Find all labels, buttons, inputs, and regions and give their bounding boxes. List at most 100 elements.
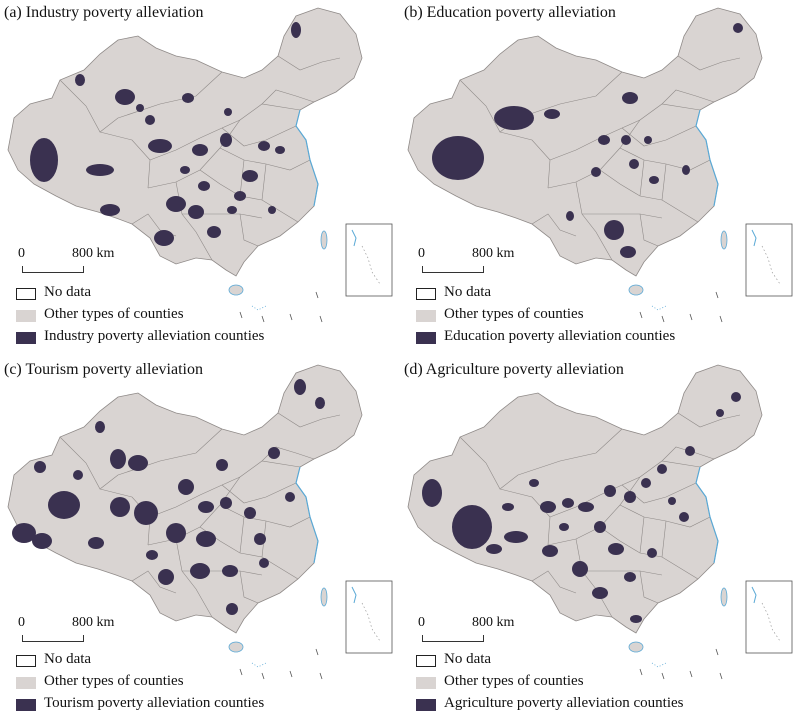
south-china-sea-inset [345, 223, 393, 297]
province-boundary [239, 570, 259, 604]
poverty-alleviation-county [621, 135, 631, 145]
poverty-alleviation-county [188, 205, 204, 219]
south-sea-islands [651, 662, 667, 668]
province-boundary [549, 476, 641, 518]
poverty-alleviation-county [128, 455, 148, 471]
poverty-alleviation-county [110, 497, 130, 517]
province-boundary [59, 79, 119, 133]
map-education [407, 7, 793, 323]
poverty-alleviation-county [452, 505, 492, 549]
poverty-alleviation-county [178, 479, 194, 495]
poverty-alleviation-county [115, 89, 135, 105]
province-boundary [99, 131, 151, 189]
inset-islands [761, 245, 781, 285]
legend-swatch [16, 677, 36, 689]
province-boundary [149, 119, 241, 161]
poverty-alleviation-county [647, 548, 657, 558]
island-mark [315, 291, 319, 299]
hainan-island [228, 284, 244, 296]
island-mark [239, 668, 243, 676]
province-boundary [59, 436, 119, 490]
province-boundary [639, 213, 659, 247]
inset-islands [761, 602, 781, 642]
province-boundary [517, 71, 623, 119]
poverty-alleviation-county [180, 166, 190, 174]
island-mark [661, 672, 665, 680]
scale-line [22, 635, 84, 642]
legend-label: Other types of counties [44, 306, 184, 322]
poverty-alleviation-county [502, 503, 514, 511]
province-boundary [277, 55, 341, 71]
scale-distance-label: 800 km [72, 246, 115, 261]
poverty-alleviation-county [110, 449, 126, 469]
map-tourism [7, 364, 393, 680]
island-mark [661, 315, 665, 323]
poverty-alleviation-county [285, 492, 295, 502]
scale-line [422, 635, 484, 642]
legend-label: Agriculture poverty alleviation counties [444, 695, 684, 711]
province-boundary [661, 163, 667, 201]
poverty-alleviation-county [166, 523, 186, 543]
province-boundary [639, 516, 645, 554]
province-boundary [261, 163, 267, 201]
poverty-alleviation-county [716, 409, 724, 417]
province-boundary [621, 125, 697, 147]
coastline [295, 466, 319, 564]
province-boundary [499, 131, 551, 189]
island-mark [289, 670, 293, 678]
poverty-alleviation-county [226, 603, 238, 615]
scale-zero-label: 0 [418, 246, 425, 261]
province-boundary [575, 538, 613, 618]
poverty-alleviation-county [166, 196, 186, 212]
island-mark [261, 672, 265, 680]
poverty-alleviation-county [220, 497, 232, 509]
island-mark [719, 672, 723, 680]
island-mark [689, 313, 693, 321]
inset-coastline [751, 586, 757, 604]
inset-coastline [351, 229, 357, 247]
poverty-alleviation-county [34, 461, 46, 473]
poverty-alleviation-county [624, 572, 636, 582]
province-boundary [575, 181, 613, 261]
poverty-alleviation-county [222, 565, 238, 577]
island-mark [719, 315, 723, 323]
scale-distance-label: 800 km [472, 246, 515, 261]
legend-swatch [16, 288, 36, 300]
south-china-sea-inset [745, 580, 793, 654]
legend-label: No data [44, 284, 92, 300]
province-boundary [277, 412, 341, 428]
poverty-alleviation-county [32, 533, 52, 549]
island-mark [715, 291, 719, 299]
poverty-alleviation-county [73, 470, 83, 480]
island-mark [639, 668, 643, 676]
island-mark [261, 315, 265, 323]
panel-title: (c) Tourism poverty alleviation [4, 361, 203, 378]
inset-coastline [351, 586, 357, 604]
poverty-alleviation-county [30, 138, 58, 182]
poverty-alleviation-county [224, 108, 232, 116]
poverty-alleviation-county [544, 109, 560, 119]
legend-label: Tourism poverty alleviation counties [44, 695, 265, 711]
poverty-alleviation-county [622, 92, 638, 104]
poverty-alleviation-county [594, 521, 606, 533]
legend-swatch [416, 288, 436, 300]
poverty-alleviation-county [242, 170, 258, 182]
island-mark [315, 648, 319, 656]
poverty-alleviation-county [268, 206, 276, 214]
poverty-alleviation-county [422, 479, 442, 507]
poverty-alleviation-county [12, 523, 36, 543]
poverty-alleviation-county [196, 531, 216, 547]
legend-swatch [16, 655, 36, 667]
poverty-alleviation-county [540, 501, 556, 513]
legend-swatch [416, 310, 436, 322]
province-boundary [239, 516, 245, 554]
poverty-alleviation-county [294, 379, 306, 395]
south-sea-islands [651, 305, 667, 311]
legend-swatch [416, 677, 436, 689]
poverty-alleviation-county [227, 206, 237, 214]
poverty-alleviation-county [494, 106, 534, 130]
scale-distance-label: 800 km [472, 615, 515, 630]
map-agriculture [407, 364, 793, 680]
legend-swatch [416, 699, 436, 711]
panel-title: (b) Education poverty alleviation [404, 4, 616, 21]
